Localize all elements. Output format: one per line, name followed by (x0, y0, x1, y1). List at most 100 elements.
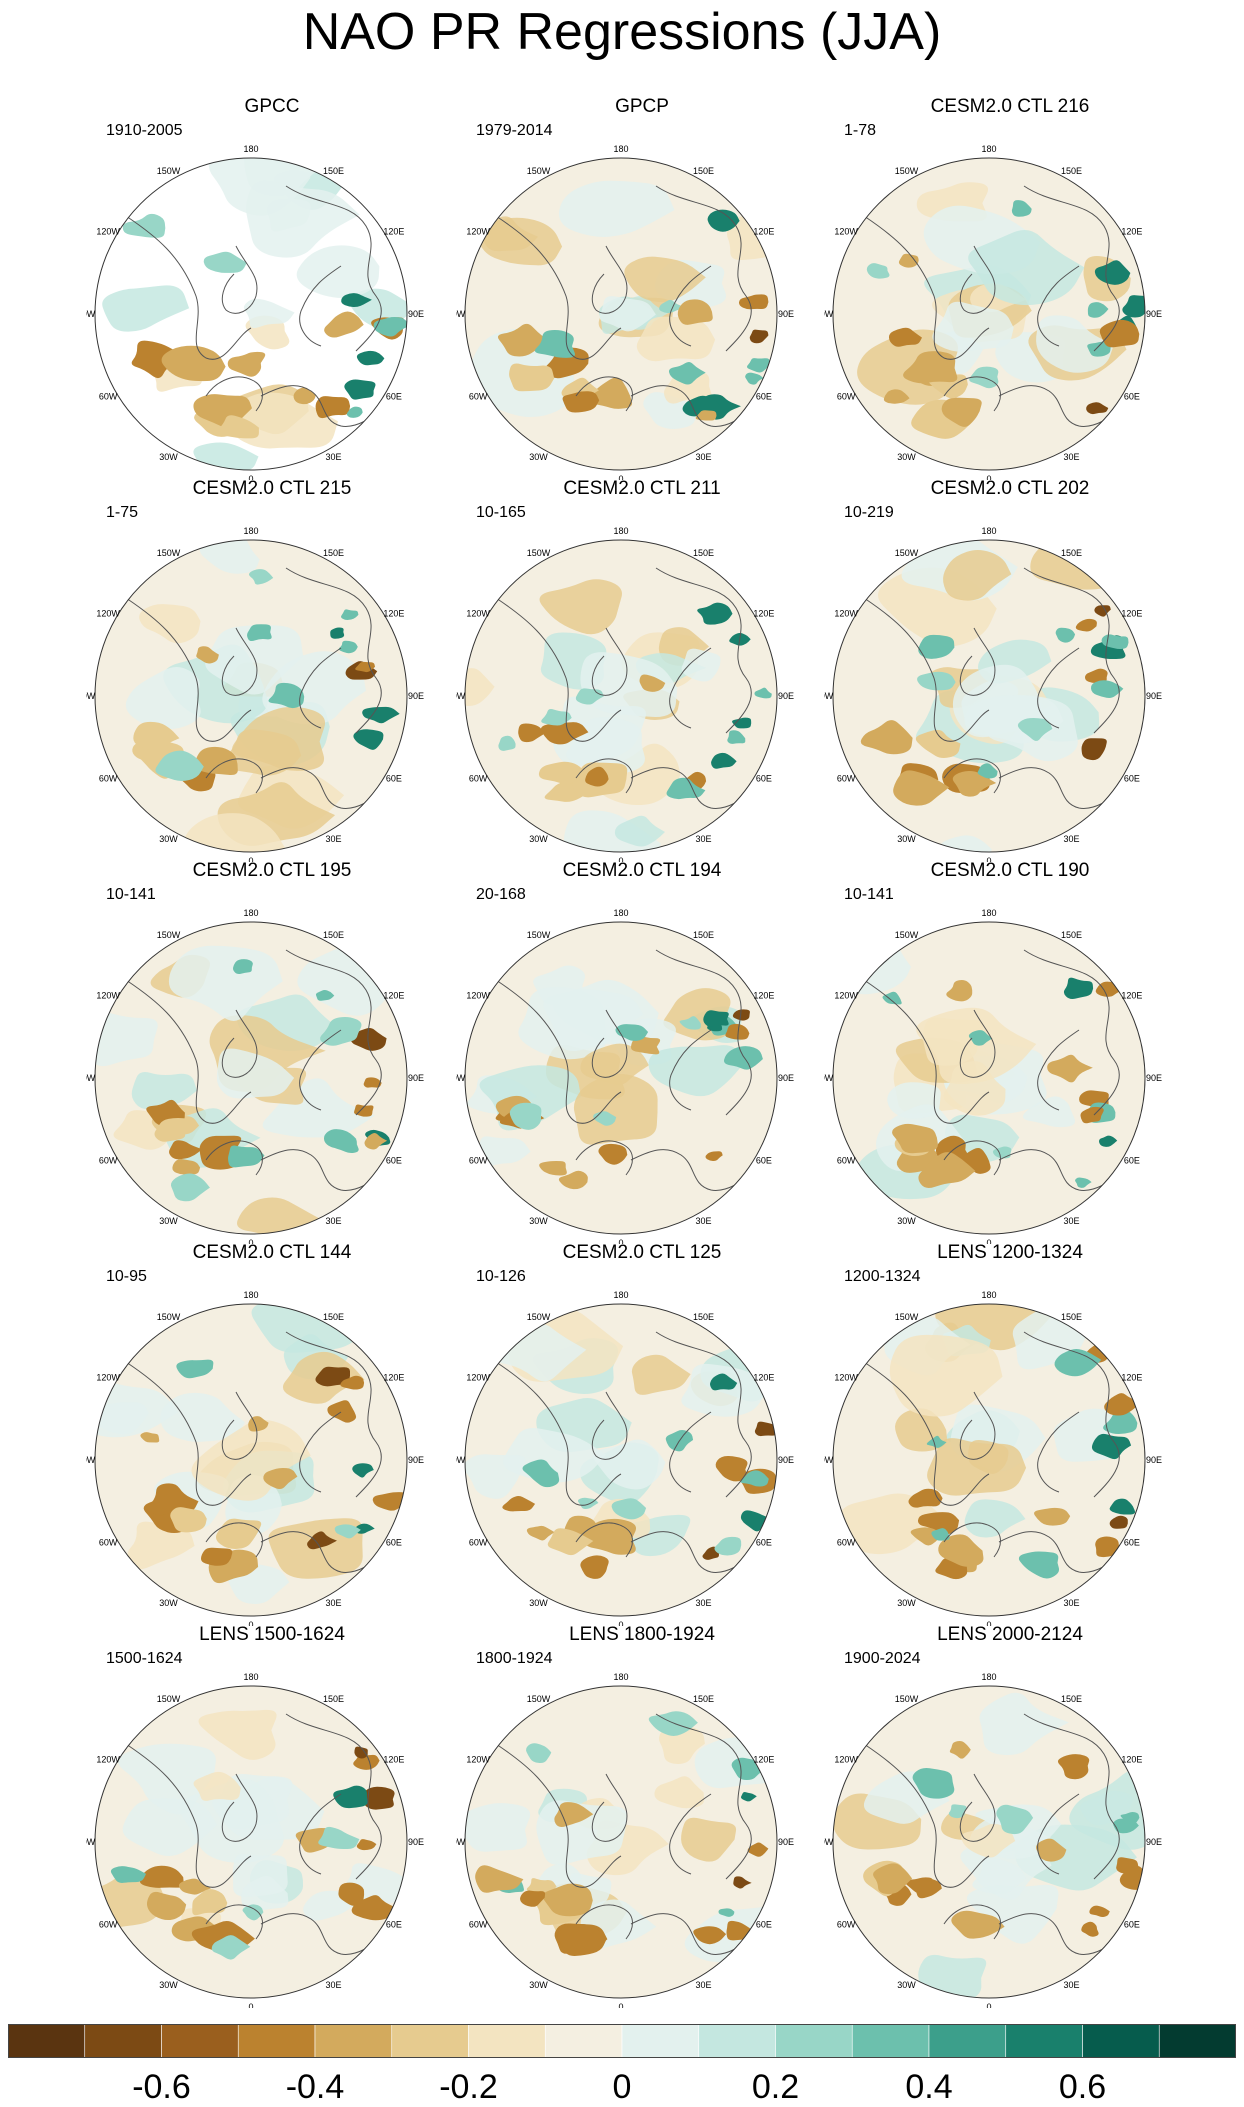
colorbar-swatch (928, 2024, 1007, 2059)
coastline (959, 1773, 996, 1842)
longitude-label: 30E (695, 834, 711, 844)
anomaly-patch (918, 1954, 987, 1998)
anomaly-patch (961, 1823, 1016, 1858)
anomaly-patch (160, 1392, 245, 1442)
anomaly-patch (502, 1496, 536, 1512)
longitude-label: 120W (466, 991, 490, 1001)
polar-map: 180 150E 120E 90E 60E 30E 0 30W 60W 90W 120W 150W (456, 1290, 794, 1626)
anomaly-patch (715, 1455, 748, 1482)
anomaly-patch (192, 1889, 228, 1916)
anomaly-patch (931, 1528, 950, 1541)
longitude-label: 60E (1124, 774, 1140, 784)
anomaly-patch (562, 391, 600, 413)
longitude-label: 60E (386, 1920, 402, 1930)
colorbar-swatch (698, 2024, 776, 2059)
anomaly-patch (1018, 1551, 1060, 1579)
anomaly-patch (917, 671, 956, 691)
anomaly-patch (639, 674, 666, 692)
colorbar-swatch (851, 2024, 930, 2059)
longitude-label: 90W (456, 309, 466, 319)
anomaly-patch (497, 323, 549, 357)
panel-period: 10-219 (844, 504, 894, 521)
panel-period: 1979-2014 (476, 122, 553, 139)
anomaly-patch (883, 389, 910, 404)
anomaly-patch (624, 256, 706, 303)
anomaly-patch (139, 604, 201, 644)
coastline (863, 215, 990, 360)
anomaly-patch (509, 363, 555, 392)
anomaly-patch (839, 1493, 946, 1555)
anomaly-patch (908, 1488, 943, 1508)
longitude-label: 30W (159, 834, 178, 844)
longitude-label: 180 (243, 1672, 258, 1682)
anomaly-patch (354, 1746, 368, 1759)
anomaly-patch (172, 1159, 201, 1175)
anomaly-patch (592, 1439, 666, 1490)
colorbar-swatch (468, 2024, 546, 2059)
anomaly-patch (1022, 1096, 1076, 1128)
coastline (125, 1361, 252, 1506)
longitude-label: 180 (613, 144, 628, 154)
longitude-label: 30E (695, 452, 711, 462)
panel-title: CESM2.0 CTL 211 (563, 478, 721, 499)
panel-title: LENS 1500-1624 (199, 1624, 345, 1645)
coastline (863, 1361, 990, 1506)
longitude-label: 60W (837, 392, 856, 402)
longitude-label: 30E (325, 1216, 341, 1226)
coastlines (495, 1331, 757, 1573)
anomaly-patch (918, 1152, 976, 1188)
anomaly-patch (725, 1023, 750, 1040)
panel-period: 20-168 (476, 886, 526, 903)
panel-title: CESM2.0 CTL 190 (930, 860, 1090, 881)
anomaly-patch (346, 406, 363, 418)
longitude-label: 180 (613, 526, 628, 536)
coastline (943, 1904, 1001, 1940)
anomaly-patch (677, 299, 713, 325)
anomaly-patch (125, 666, 201, 730)
anomaly-patch (873, 1863, 913, 1895)
colorbar-swatch (161, 2024, 239, 2059)
longitude-label: 150E (693, 930, 714, 940)
longitude-label: 60E (756, 392, 772, 402)
longitude-label: 90E (778, 691, 794, 701)
anomaly-patch (724, 1046, 763, 1070)
map-panel: CESM2.0 CTL 202 180 150E 120E 90E 60E 30E 0 30W 6… (824, 478, 1196, 862)
coastline (655, 1331, 752, 1498)
panel-title: CESM2.0 CTL 194 (562, 860, 722, 881)
anomaly-patch (740, 1470, 769, 1487)
map-panel: CESM2.0 CTL 195 180 150E 120E 90E 60E 30E 0 30W 6… (86, 860, 458, 1244)
anomaly-patch (324, 311, 364, 338)
coastlines (125, 1713, 387, 1955)
longitude-label: 30E (1063, 1216, 1079, 1226)
map-panel: CESM2.0 CTL 190 180 150E 120E 90E 60E 30E 0 30W 6… (824, 860, 1196, 1244)
coastline (205, 1904, 263, 1940)
anomaly-patch (860, 720, 913, 755)
longitude-label: 30E (325, 452, 341, 462)
anomaly-patch (155, 750, 204, 781)
longitude-label: 180 (981, 526, 996, 536)
coastline (655, 1713, 752, 1880)
panel-period: 1500-1624 (106, 1650, 183, 1667)
longitude-label: 150W (895, 1694, 919, 1704)
anomaly-patch (968, 230, 1085, 306)
anomaly-patch (949, 1741, 971, 1759)
anomaly-patch (977, 763, 998, 779)
longitude-label: 90E (1146, 309, 1162, 319)
anomaly-patch (356, 1839, 377, 1851)
longitude-label: 180 (981, 908, 996, 918)
polar-map: 180 150E 120E 90E 60E 30E 0 30W 60W 90W 120W 150W (86, 526, 424, 862)
map-boundary (464, 157, 778, 471)
colorbar: -0.6 -0.4 -0.2 0 0.2 0.4 0.6 (8, 2024, 1236, 2106)
longitude-label: 60E (386, 774, 402, 784)
anomaly-patch (1087, 341, 1112, 357)
longitude-label: 150E (693, 166, 714, 176)
longitude-label: 120E (383, 1373, 404, 1383)
panel-title: CESM2.0 CTL 195 (192, 860, 352, 881)
coastline (299, 647, 342, 729)
colorbar-swatch (8, 2024, 86, 2059)
anomaly-patch (139, 1865, 184, 1888)
coastline (1037, 647, 1080, 729)
longitude-label: 120W (466, 609, 490, 619)
anomaly-patch (668, 361, 706, 385)
anomaly-patch (465, 1454, 526, 1499)
